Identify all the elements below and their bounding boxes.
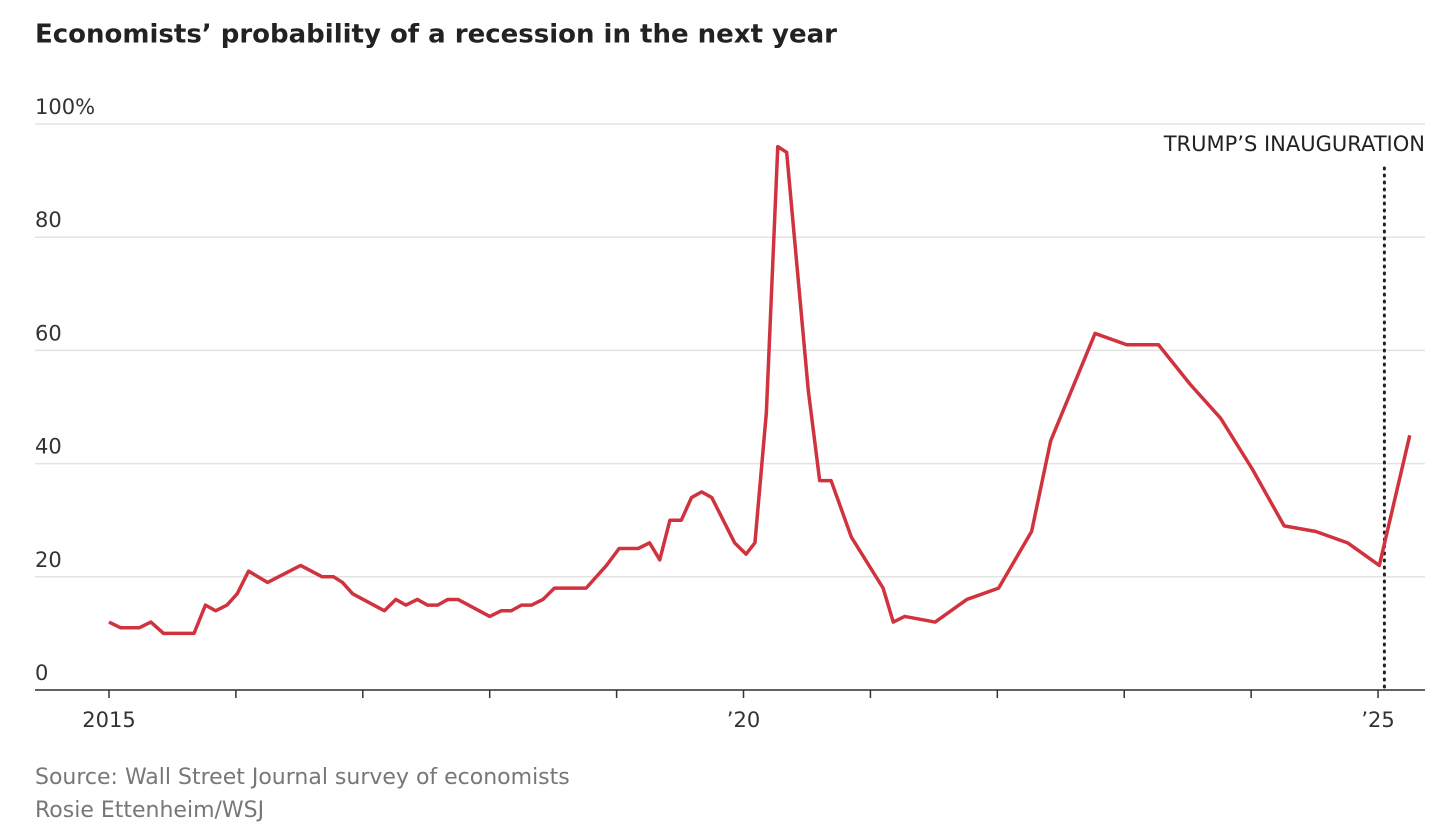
y-tick-label: 100% bbox=[35, 95, 95, 119]
y-tick-label: 60 bbox=[35, 321, 62, 345]
x-tick-label: ’25 bbox=[1361, 708, 1394, 732]
line-series bbox=[108, 144, 1412, 636]
y-tick-label: 20 bbox=[35, 548, 62, 572]
chart-title: Economists’ probability of a recession i… bbox=[35, 20, 837, 50]
credit: Rosie Ettenheim/WSJ bbox=[35, 798, 264, 823]
annotation-label: TRUMP’S INAUGURATION bbox=[1163, 132, 1425, 156]
y-tick-label: 0 bbox=[35, 661, 48, 685]
y-tick-label: 80 bbox=[35, 208, 62, 232]
y-tick-label: 40 bbox=[35, 435, 62, 459]
source: Source: Wall Street Journal survey of ec… bbox=[35, 765, 570, 790]
x-tick-label: 2015 bbox=[82, 708, 135, 732]
x-tick-label: ’20 bbox=[727, 708, 760, 732]
